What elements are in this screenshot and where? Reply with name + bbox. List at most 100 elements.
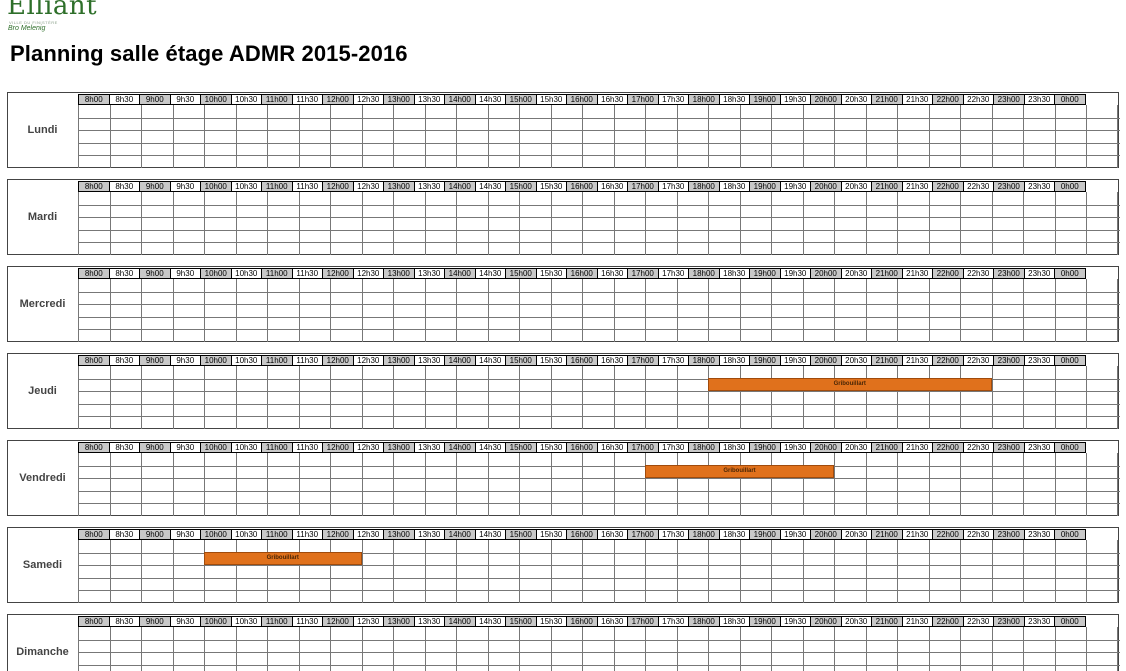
time-slot-header: 17h00 <box>627 529 659 540</box>
time-slot-header: 12h00 <box>322 94 354 105</box>
grid-column-line <box>834 366 835 429</box>
time-slot-header: 17h30 <box>657 181 689 192</box>
grid-column-line <box>267 366 268 429</box>
grid-column-line <box>204 366 205 429</box>
grid-column-line <box>78 366 79 429</box>
time-slot-header: 15h00 <box>505 94 537 105</box>
time-slot-header: 9h30 <box>169 616 201 627</box>
grid-column-line <box>708 627 709 671</box>
grid-column-line <box>771 192 772 255</box>
grid-column-line <box>991 366 993 429</box>
time-slot-header: 0h00 <box>1054 355 1086 366</box>
time-slot-header: 17h30 <box>657 355 689 366</box>
time-slot-header: 19h30 <box>779 442 811 453</box>
time-slot-header: 11h30 <box>291 181 323 192</box>
grid-column-line <box>991 540 993 603</box>
time-slot-header: 8h00 <box>78 181 110 192</box>
time-slot-header: 12h30 <box>352 181 384 192</box>
time-slot-header: 8h30 <box>108 268 140 279</box>
time-slot-header: 23h00 <box>993 616 1025 627</box>
grid-column-line <box>708 366 709 429</box>
grid-column-line <box>991 192 993 255</box>
grid-column-line <box>613 453 615 516</box>
time-slot-header: 9h30 <box>169 94 201 105</box>
time-slot-header: 18h00 <box>688 616 720 627</box>
grid-column-line <box>771 540 772 603</box>
time-slot-header: 8h30 <box>108 616 140 627</box>
time-slot-header: 9h00 <box>139 355 171 366</box>
grid-column-line <box>298 453 300 516</box>
grid-column-line <box>361 540 363 603</box>
time-slot-header: 22h30 <box>962 442 994 453</box>
event-bar[interactable]: Gribouillart <box>708 378 992 391</box>
grid-column-line <box>1086 105 1087 168</box>
event-bar[interactable]: Gribouillart <box>204 552 362 565</box>
grid-column-line <box>424 540 426 603</box>
time-slot-header: 22h00 <box>932 442 964 453</box>
time-slot-header: 21h30 <box>901 94 933 105</box>
grid-column-line <box>708 453 709 516</box>
grid-column-line <box>330 366 331 429</box>
grid-column-line <box>519 366 520 429</box>
time-slot-header: 11h00 <box>261 442 293 453</box>
time-slot-header: 11h00 <box>261 181 293 192</box>
elliant-logo: Elliant VILLE DU FINISTÈRE Bro Melenig <box>7 0 127 36</box>
grid-column-line <box>1023 453 1024 516</box>
time-slot-header: 14h00 <box>444 268 476 279</box>
time-slot-header: 18h00 <box>688 94 720 105</box>
time-slot-header: 18h00 <box>688 355 720 366</box>
time-slot-header: 16h30 <box>596 529 628 540</box>
time-slot-header: 19h00 <box>749 442 781 453</box>
grid-column-line <box>424 366 426 429</box>
grid-column-line <box>865 453 867 516</box>
time-slot-header: 8h00 <box>78 616 110 627</box>
time-slot-header: 23h30 <box>1023 529 1055 540</box>
grid-column-line <box>550 279 552 342</box>
time-slot-header: 19h00 <box>749 268 781 279</box>
time-slot-header: 8h00 <box>78 442 110 453</box>
grid-column-line <box>897 627 898 671</box>
event-bar[interactable]: Gribouillart <box>645 465 834 478</box>
grid-column-line <box>1086 366 1087 429</box>
grid-column-line <box>330 279 331 342</box>
grid-row-line <box>78 552 1120 554</box>
time-slot-header: 23h30 <box>1023 181 1055 192</box>
time-slot-header: 18h00 <box>688 529 720 540</box>
grid-column-line <box>645 627 646 671</box>
time-slot-header: 12h00 <box>322 616 354 627</box>
time-slot-header: 18h00 <box>688 181 720 192</box>
time-slot-header: 9h00 <box>139 529 171 540</box>
time-slot-header: 16h30 <box>596 616 628 627</box>
time-slot-header: 9h30 <box>169 181 201 192</box>
time-slot-header: 17h00 <box>627 442 659 453</box>
time-slot-header: 9h00 <box>139 268 171 279</box>
time-slot-header: 0h00 <box>1054 616 1086 627</box>
grid-column-line <box>708 105 709 168</box>
time-slot-header: 19h30 <box>779 355 811 366</box>
grid-column-line <box>865 540 867 603</box>
time-slot-header: 0h00 <box>1054 181 1086 192</box>
time-slot-header: 8h30 <box>108 529 140 540</box>
time-slot-header: 21h30 <box>901 616 933 627</box>
grid-column-line <box>361 453 363 516</box>
time-slot-header: 16h30 <box>596 181 628 192</box>
time-slot-header: 20h00 <box>810 529 842 540</box>
time-slot-header: 22h00 <box>932 616 964 627</box>
grid-column-line <box>109 192 111 255</box>
time-slot-header: 23h30 <box>1023 355 1055 366</box>
grid-column-line <box>78 627 79 671</box>
time-slot-header: 17h00 <box>627 268 659 279</box>
time-slot-header: 16h00 <box>566 94 598 105</box>
grid-column-line <box>235 453 237 516</box>
day-block-jeudi: Jeudi 8h00 8h30 9h00 9h30 10h00 10h30 11h00 11h3… <box>7 353 1120 429</box>
time-slot-header: 11h30 <box>291 616 323 627</box>
time-slot-header: 14h00 <box>444 616 476 627</box>
grid-row-line <box>78 565 1120 567</box>
grid-column-line <box>78 279 79 342</box>
time-slot-header: 20h30 <box>840 616 872 627</box>
time-slot-header: 12h30 <box>352 268 384 279</box>
grid-column-line <box>487 453 489 516</box>
time-slot-header: 23h00 <box>993 529 1025 540</box>
grid-column-line <box>865 105 867 168</box>
grid-column-line <box>645 105 646 168</box>
